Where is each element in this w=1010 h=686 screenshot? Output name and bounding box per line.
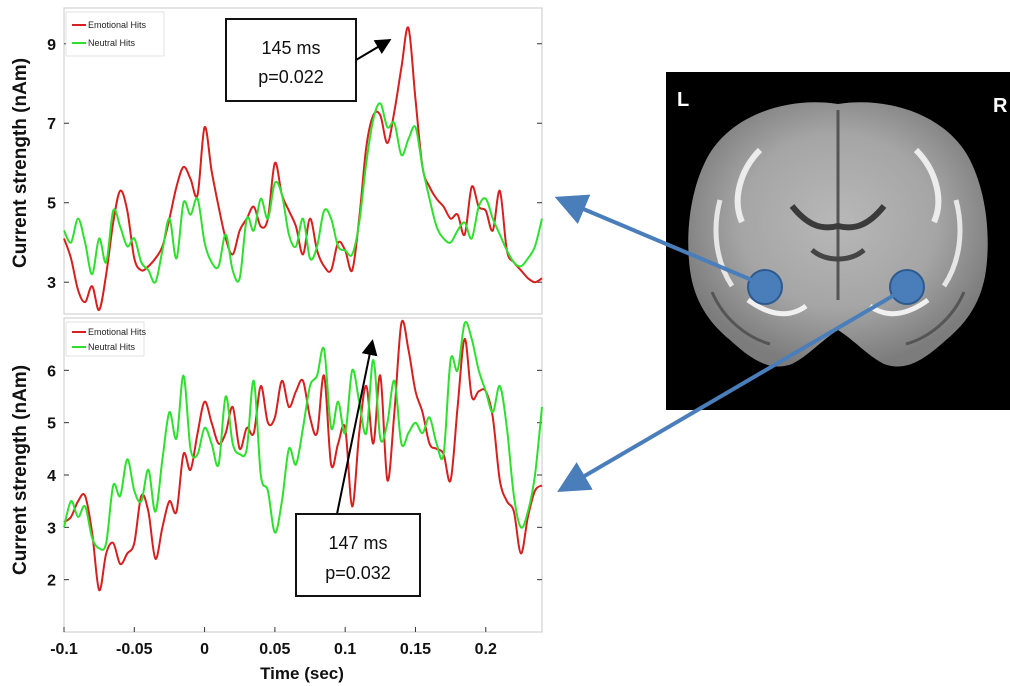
- bottom-y-ticks: 2 3 4 5 6: [47, 363, 542, 590]
- roi-right-marker: [889, 269, 925, 305]
- legend-label-neutral: Neutral Hits: [88, 38, 136, 48]
- brain-label-right: R: [993, 95, 1008, 117]
- top-annotation-time: 145 ms: [261, 38, 320, 58]
- x-tick-label: -0.1: [50, 641, 78, 658]
- top-series: [63, 26, 543, 312]
- bottom-annotation-box: [295, 513, 421, 597]
- brain-panel: L R: [666, 72, 1010, 410]
- x-axis-label: Time (sec): [260, 664, 344, 683]
- top-y-tick-label: 7: [47, 116, 56, 133]
- x-tick-label: 0.15: [400, 641, 431, 658]
- bottom-annotation-pvalue: p=0.032: [325, 563, 391, 583]
- bottom-x-ticks: -0.1 -0.05 0 0.05 0.1 0.15 0.2: [50, 627, 497, 658]
- top-y-tick-label: 3: [47, 275, 56, 292]
- bottom-y-tick-label: 4: [47, 468, 56, 485]
- bottom-legend: Emotional Hits Neutral Hits: [65, 321, 147, 357]
- top-annotation-pvalue: p=0.022: [258, 67, 324, 87]
- x-tick-label: 0.05: [259, 641, 290, 658]
- top-plot: Current strength (nAm) 3 5 7 9 Emotional Hi…: [10, 7, 543, 315]
- bottom-y-tick-label: 6: [47, 363, 56, 380]
- arrow-left-roi-to-top-plot: [554, 194, 755, 283]
- legend-label-emotional-bottom: Emotional Hits: [88, 327, 147, 337]
- top-annotation-box: [225, 18, 357, 102]
- top-series-neutral: [63, 102, 543, 284]
- top-series-emotional: [63, 26, 543, 312]
- bottom-y-tick-label: 3: [47, 520, 56, 537]
- bottom-y-tick-label: 5: [47, 416, 56, 433]
- arrow-right-roi-to-bottom-plot: [557, 292, 898, 493]
- top-legend: Emotional Hits Neutral Hits: [65, 11, 165, 57]
- x-tick-label: 0.2: [475, 641, 497, 658]
- x-tick-label: 0: [200, 641, 209, 658]
- top-y-tick-label: 5: [47, 196, 56, 213]
- top-y-tick-label: 9: [47, 37, 56, 54]
- x-tick-label: 0.1: [334, 641, 356, 658]
- bottom-annotation-time: 147 ms: [328, 533, 387, 553]
- top-y-axis-label: Current strength (nAm): [10, 58, 31, 268]
- bottom-plot: Current strength (nAm) 2 3 4 5 6 -0.1 -0.05 0 0…: [10, 317, 543, 683]
- legend-label-neutral-bottom: Neutral Hits: [88, 342, 136, 352]
- roi-left-marker: [747, 269, 783, 305]
- bottom-annotation: 147 ms p=0.032: [295, 339, 421, 597]
- bottom-y-axis-label: Current strength (nAm): [10, 365, 31, 575]
- legend-label-emotional: Emotional Hits: [88, 20, 147, 30]
- x-tick-label: -0.05: [116, 641, 153, 658]
- bottom-series-neutral: [63, 321, 543, 551]
- bottom-y-tick-label: 2: [47, 573, 56, 590]
- bottom-series: [63, 319, 543, 592]
- bottom-annotation-arrow: [336, 339, 378, 515]
- top-annotation: 145 ms p=0.022: [225, 18, 392, 102]
- bottom-series-emotional: [63, 319, 543, 592]
- brain-label-left: L: [677, 89, 689, 111]
- top-annotation-arrow: [355, 38, 392, 61]
